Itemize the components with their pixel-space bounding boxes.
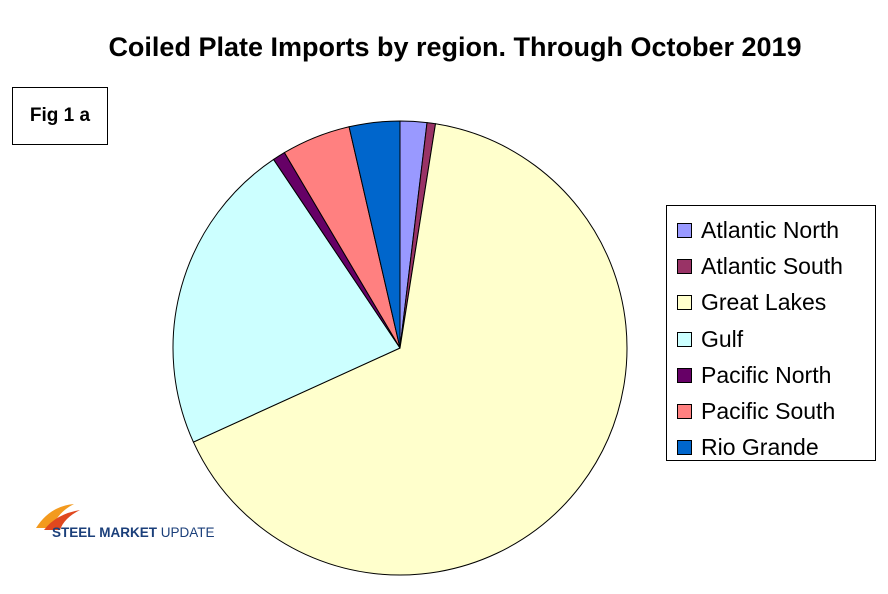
legend-item-atlantic-north: Atlantic North <box>667 212 875 248</box>
logo-swoosh-icon <box>36 504 80 530</box>
legend-label: Pacific North <box>701 361 832 388</box>
legend-swatch <box>677 222 692 238</box>
legend-item-pacific-north: Pacific North <box>667 357 875 393</box>
legend-item-atlantic-south: Atlantic South <box>667 248 875 284</box>
legend-label: Atlantic North <box>701 216 840 243</box>
logo-word-steel: STEEL <box>52 525 96 540</box>
legend-item-rio-grande: Rio Grande <box>667 430 875 466</box>
figure-label: Fig 1 a <box>12 87 108 145</box>
legend-swatch <box>677 295 692 311</box>
legend-label: Rio Grande <box>701 434 819 461</box>
legend-swatch <box>677 404 692 420</box>
legend-item-gulf: Gulf <box>667 321 875 357</box>
legend-label: Atlantic South <box>701 252 843 279</box>
pie-slice-gulf <box>172 158 401 443</box>
pie-slice-great-lakes <box>192 123 628 576</box>
pie-slice-rio-grande <box>348 120 401 349</box>
steel-market-update-logo: STEEL MARKET UPDATE <box>30 498 230 548</box>
legend-swatch <box>677 367 692 383</box>
legend-swatch <box>677 440 692 456</box>
legend-item-great-lakes: Great Lakes <box>667 285 875 321</box>
chart-legend: Atlantic North Atlantic South Great Lakes G… <box>666 205 876 461</box>
legend-swatch <box>677 331 692 347</box>
legend-label: Gulf <box>701 325 744 352</box>
legend-label: Pacific South <box>701 398 836 425</box>
logo-word-market: MARKET <box>99 525 158 540</box>
legend-label: Great Lakes <box>701 289 827 316</box>
chart-title: Coiled Plate Imports by region. Through … <box>108 32 802 62</box>
legend-item-pacific-south: Pacific South <box>667 393 875 429</box>
legend-swatch <box>677 258 692 274</box>
logo-word-update: UPDATE <box>160 525 215 540</box>
